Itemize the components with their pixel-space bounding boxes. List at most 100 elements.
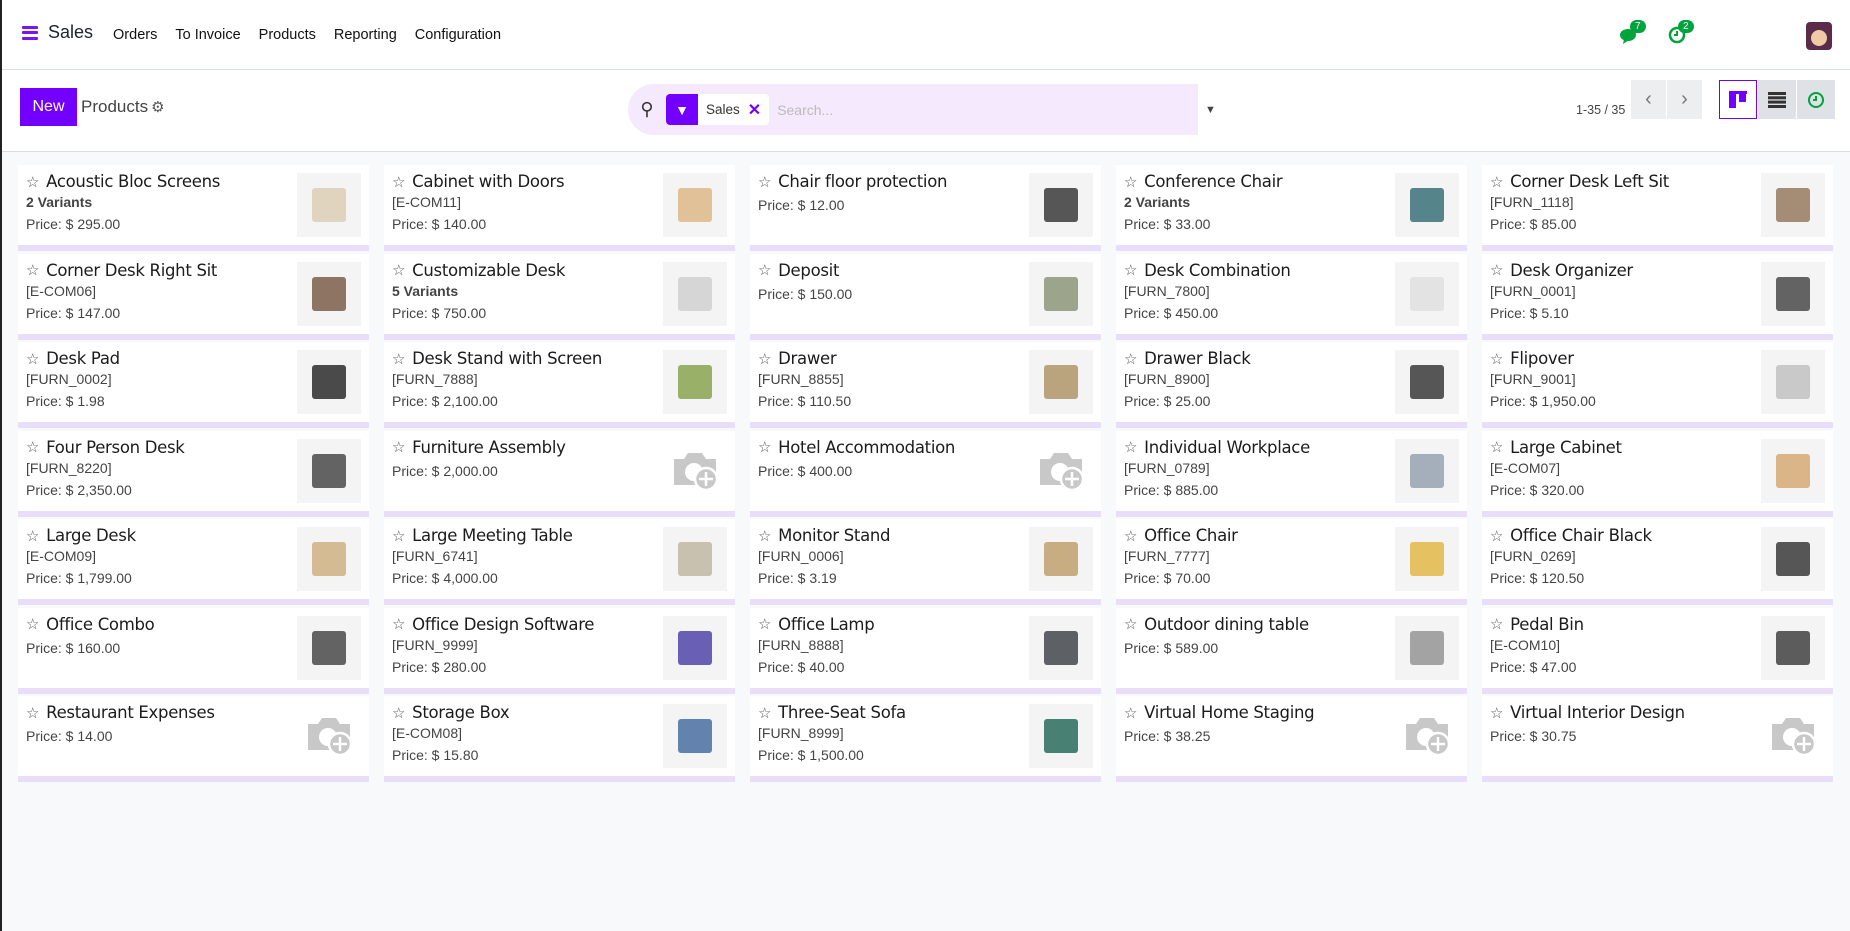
favorite-star-icon[interactable]: ☆ bbox=[1124, 703, 1138, 722]
product-card[interactable]: ☆ Office Chair [FURN_7777] Price: $ 70.00 bbox=[1116, 519, 1467, 599]
product-card[interactable]: ☆ Pedal Bin [E-COM10] Price: $ 47.00 bbox=[1482, 607, 1833, 688]
favorite-star-icon[interactable]: ☆ bbox=[758, 438, 772, 456]
menu-orders[interactable]: Orders bbox=[113, 26, 158, 43]
product-card[interactable]: ☆ Large Meeting Table [FURN_6741] Price: $ … bbox=[384, 519, 735, 599]
favorite-star-icon[interactable]: ☆ bbox=[26, 172, 40, 191]
product-title: ☆ Virtual Interior Design bbox=[1490, 703, 1825, 722]
favorite-star-icon[interactable]: ☆ bbox=[392, 349, 406, 368]
favorite-star-icon[interactable]: ☆ bbox=[758, 526, 772, 545]
search-options-toggle[interactable]: ▼ bbox=[1205, 104, 1216, 116]
favorite-star-icon[interactable]: ☆ bbox=[392, 615, 406, 633]
product-card[interactable]: ☆ Hotel Accommodation Price: $ 400.00 bbox=[750, 430, 1101, 511]
favorite-star-icon[interactable]: ☆ bbox=[758, 261, 772, 279]
product-card[interactable]: ☆ Virtual Interior Design Price: $ 30.75 bbox=[1482, 696, 1833, 776]
product-card[interactable]: ☆ Individual Workplace [FURN_0789] Price: $… bbox=[1116, 430, 1467, 511]
favorite-star-icon[interactable]: ☆ bbox=[392, 172, 406, 191]
favorite-star-icon[interactable]: ☆ bbox=[758, 172, 772, 191]
menu-to-invoice[interactable]: To Invoice bbox=[175, 26, 241, 43]
product-card[interactable]: ☆ Corner Desk Right Sit [E-COM06] Price: $ … bbox=[18, 253, 369, 334]
new-button[interactable]: New bbox=[20, 88, 77, 126]
product-card[interactable]: ☆ Deposit Price: $ 150.00 bbox=[750, 253, 1101, 334]
product-card[interactable]: ☆ Desk Organizer [FURN_0001] Price: $ 5.10 bbox=[1482, 253, 1833, 334]
menu-configuration[interactable]: Configuration bbox=[414, 26, 502, 43]
favorite-star-icon[interactable]: ☆ bbox=[758, 703, 772, 722]
menu-reporting[interactable]: Reporting bbox=[333, 26, 397, 43]
product-card[interactable]: ☆ Large Cabinet [E-COM07] Price: $ 320.00 bbox=[1482, 430, 1833, 511]
product-card[interactable]: ☆ Four Person Desk [FURN_8220] Price: $ 2,3… bbox=[18, 430, 369, 511]
favorite-star-icon[interactable]: ☆ bbox=[392, 261, 406, 279]
product-card[interactable]: ☆ Acoustic Bloc Screens 2 Variants Price: $… bbox=[18, 165, 369, 245]
product-name: Four Person Desk bbox=[46, 437, 185, 457]
product-card[interactable]: ☆ Large Desk [E-COM09] Price: $ 1,799.00 bbox=[18, 519, 369, 599]
favorite-star-icon[interactable]: ☆ bbox=[26, 615, 40, 633]
product-card[interactable]: ☆ Office Design Software [FURN_9999] Price:… bbox=[384, 607, 735, 688]
product-card[interactable]: ☆ Chair floor protection Price: $ 12.00 bbox=[750, 165, 1101, 245]
product-title: ☆ Four Person Desk bbox=[26, 438, 361, 457]
favorite-star-icon[interactable]: ☆ bbox=[1490, 438, 1504, 456]
product-card[interactable]: ☆ Drawer [FURN_8855] Price: $ 110.50 bbox=[750, 342, 1101, 422]
favorite-star-icon[interactable]: ☆ bbox=[26, 349, 40, 368]
product-card[interactable]: ☆ Conference Chair 2 Variants Price: $ 33.0… bbox=[1116, 165, 1467, 245]
favorite-star-icon[interactable]: ☆ bbox=[758, 349, 772, 368]
product-card[interactable]: ☆ Corner Desk Left Sit [FURN_1118] Price: $… bbox=[1482, 165, 1833, 245]
product-card[interactable]: ☆ Office Chair Black [FURN_0269] Price: $ 1… bbox=[1482, 519, 1833, 599]
product-card[interactable]: ☆ Office Lamp [FURN_8888] Price: $ 40.00 bbox=[750, 607, 1101, 688]
pager-next-button[interactable]: › bbox=[1667, 80, 1702, 119]
favorite-star-icon[interactable]: ☆ bbox=[1490, 172, 1504, 191]
favorite-star-icon[interactable]: ☆ bbox=[1490, 703, 1504, 722]
gear-icon[interactable]: ⚙ bbox=[151, 99, 165, 116]
product-card[interactable]: ☆ Furniture Assembly Price: $ 2,000.00 bbox=[384, 430, 735, 511]
product-card[interactable]: ☆ Storage Box [E-COM08] Price: $ 15.80 bbox=[384, 696, 735, 776]
favorite-star-icon[interactable]: ☆ bbox=[1124, 172, 1138, 191]
favorite-star-icon[interactable]: ☆ bbox=[1124, 526, 1138, 545]
favorite-star-icon[interactable]: ☆ bbox=[1124, 261, 1138, 279]
product-card[interactable]: ☆ Drawer Black [FURN_8900] Price: $ 25.00 bbox=[1116, 342, 1467, 422]
favorite-star-icon[interactable]: ☆ bbox=[26, 438, 40, 456]
favorite-star-icon[interactable]: ☆ bbox=[392, 703, 406, 722]
menu-products[interactable]: Products bbox=[258, 26, 316, 43]
favorite-star-icon[interactable]: ☆ bbox=[1490, 261, 1504, 279]
favorite-star-icon[interactable]: ☆ bbox=[1490, 349, 1504, 368]
messages-button[interactable]: 7 bbox=[1620, 20, 1646, 46]
favorite-star-icon[interactable]: ☆ bbox=[26, 261, 40, 279]
product-card[interactable]: ☆ Outdoor dining table Price: $ 589.00 bbox=[1116, 607, 1467, 688]
search-input[interactable] bbox=[777, 101, 1158, 118]
product-card[interactable]: ☆ Desk Pad [FURN_0002] Price: $ 1.98 bbox=[18, 342, 369, 422]
favorite-star-icon[interactable]: ☆ bbox=[1124, 615, 1138, 633]
favorite-star-icon[interactable]: ☆ bbox=[1124, 438, 1138, 456]
page-title: Products bbox=[81, 97, 149, 116]
activities-button[interactable]: 2 bbox=[1668, 20, 1694, 46]
product-card[interactable]: ☆ Monitor Stand [FURN_0006] Price: $ 3.19 bbox=[750, 519, 1101, 599]
user-avatar[interactable] bbox=[1806, 22, 1832, 50]
product-card[interactable]: ☆ Desk Stand with Screen [FURN_7888] Price:… bbox=[384, 342, 735, 422]
product-card[interactable]: ☆ Three-Seat Sofa [FURN_8999] Price: $ 1,50… bbox=[750, 696, 1101, 776]
remove-facet-icon[interactable]: ✕ bbox=[747, 101, 762, 119]
product-card[interactable]: ☆ Virtual Home Staging Price: $ 38.25 bbox=[1116, 696, 1467, 776]
apps-menu-icon[interactable] bbox=[22, 25, 38, 40]
search-icon[interactable]: ⚲ bbox=[640, 99, 654, 119]
favorite-star-icon[interactable]: ☆ bbox=[1490, 526, 1504, 545]
favorite-star-icon[interactable]: ☆ bbox=[26, 526, 40, 545]
list-view-button[interactable] bbox=[1758, 80, 1796, 119]
favorite-star-icon[interactable]: ☆ bbox=[392, 438, 406, 456]
favorite-star-icon[interactable]: ☆ bbox=[26, 703, 40, 722]
pager-previous-button[interactable]: ‹ bbox=[1631, 80, 1666, 119]
product-card[interactable]: ☆ Customizable Desk 5 Variants Price: $ 750… bbox=[384, 253, 735, 334]
favorite-star-icon[interactable]: ☆ bbox=[1490, 615, 1504, 633]
product-card[interactable]: ☆ Desk Combination [FURN_7800] Price: $ 450… bbox=[1116, 253, 1467, 334]
product-card[interactable]: ☆ Restaurant Expenses Price: $ 14.00 bbox=[18, 696, 369, 776]
favorite-star-icon[interactable]: ☆ bbox=[392, 526, 406, 545]
product-price: Price: $ 750.00 bbox=[392, 304, 487, 321]
product-title: ☆ Drawer Black bbox=[1124, 349, 1459, 368]
product-card[interactable]: ☆ Cabinet with Doors [E-COM11] Price: $ 140… bbox=[384, 165, 735, 245]
kanban-view-button[interactable] bbox=[1719, 80, 1757, 119]
app-name[interactable]: Sales bbox=[48, 22, 94, 42]
product-image bbox=[297, 527, 361, 591]
favorite-star-icon[interactable]: ☆ bbox=[1124, 349, 1138, 368]
product-card[interactable]: ☆ Flipover [FURN_9001] Price: $ 1,950.00 bbox=[1482, 342, 1833, 422]
product-card[interactable]: ☆ Office Combo Price: $ 160.00 bbox=[18, 607, 369, 688]
product-price: Price: $ 450.00 bbox=[1124, 304, 1219, 321]
favorite-star-icon[interactable]: ☆ bbox=[758, 615, 772, 633]
activity-view-button[interactable] bbox=[1797, 80, 1835, 119]
pager-value[interactable]: 1-35 / 35 bbox=[1576, 103, 1626, 117]
